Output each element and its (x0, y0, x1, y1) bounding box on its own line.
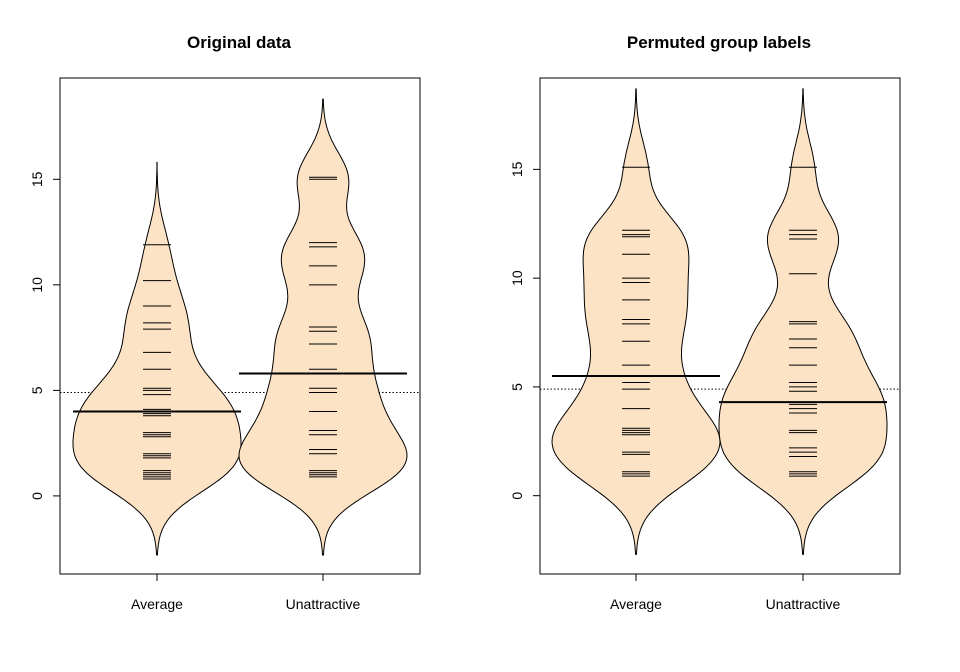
x-tick-label: Unattractive (286, 596, 361, 612)
chart-title: Original data (187, 33, 291, 52)
y-axis: 0 5 10 15 (509, 161, 540, 500)
chart-title: Permuted group labels (627, 33, 811, 52)
y-tick-label: 5 (29, 386, 45, 394)
plot-frame (59, 77, 421, 575)
panel-permuted-group-labels: Permuted group labels 0 5 10 15 Average Unatt… (509, 33, 901, 612)
y-tick-label: 0 (509, 492, 525, 500)
x-tick-label: Average (131, 596, 183, 612)
x-tick-label: Unattractive (766, 596, 841, 612)
bean-average: Average (72, 161, 242, 612)
y-tick-label: 15 (509, 161, 525, 177)
bean-average: Average (551, 88, 721, 612)
bean-shape (551, 88, 721, 555)
bean-unattractive: Unattractive (238, 98, 408, 612)
panel-original-data: Original data 0 5 10 15 Average Unattractive (29, 33, 421, 612)
y-axis: 0 5 10 15 (29, 171, 60, 500)
y-tick-label: 15 (29, 171, 45, 187)
y-tick-label: 10 (29, 277, 45, 293)
y-tick-label: 10 (509, 270, 525, 286)
y-tick-label: 5 (509, 383, 525, 391)
bean-unattractive: Unattractive (718, 88, 888, 612)
plot-frame (539, 77, 901, 575)
x-tick-label: Average (610, 596, 662, 612)
bean-shape (72, 161, 242, 556)
y-tick-label: 0 (29, 492, 45, 500)
